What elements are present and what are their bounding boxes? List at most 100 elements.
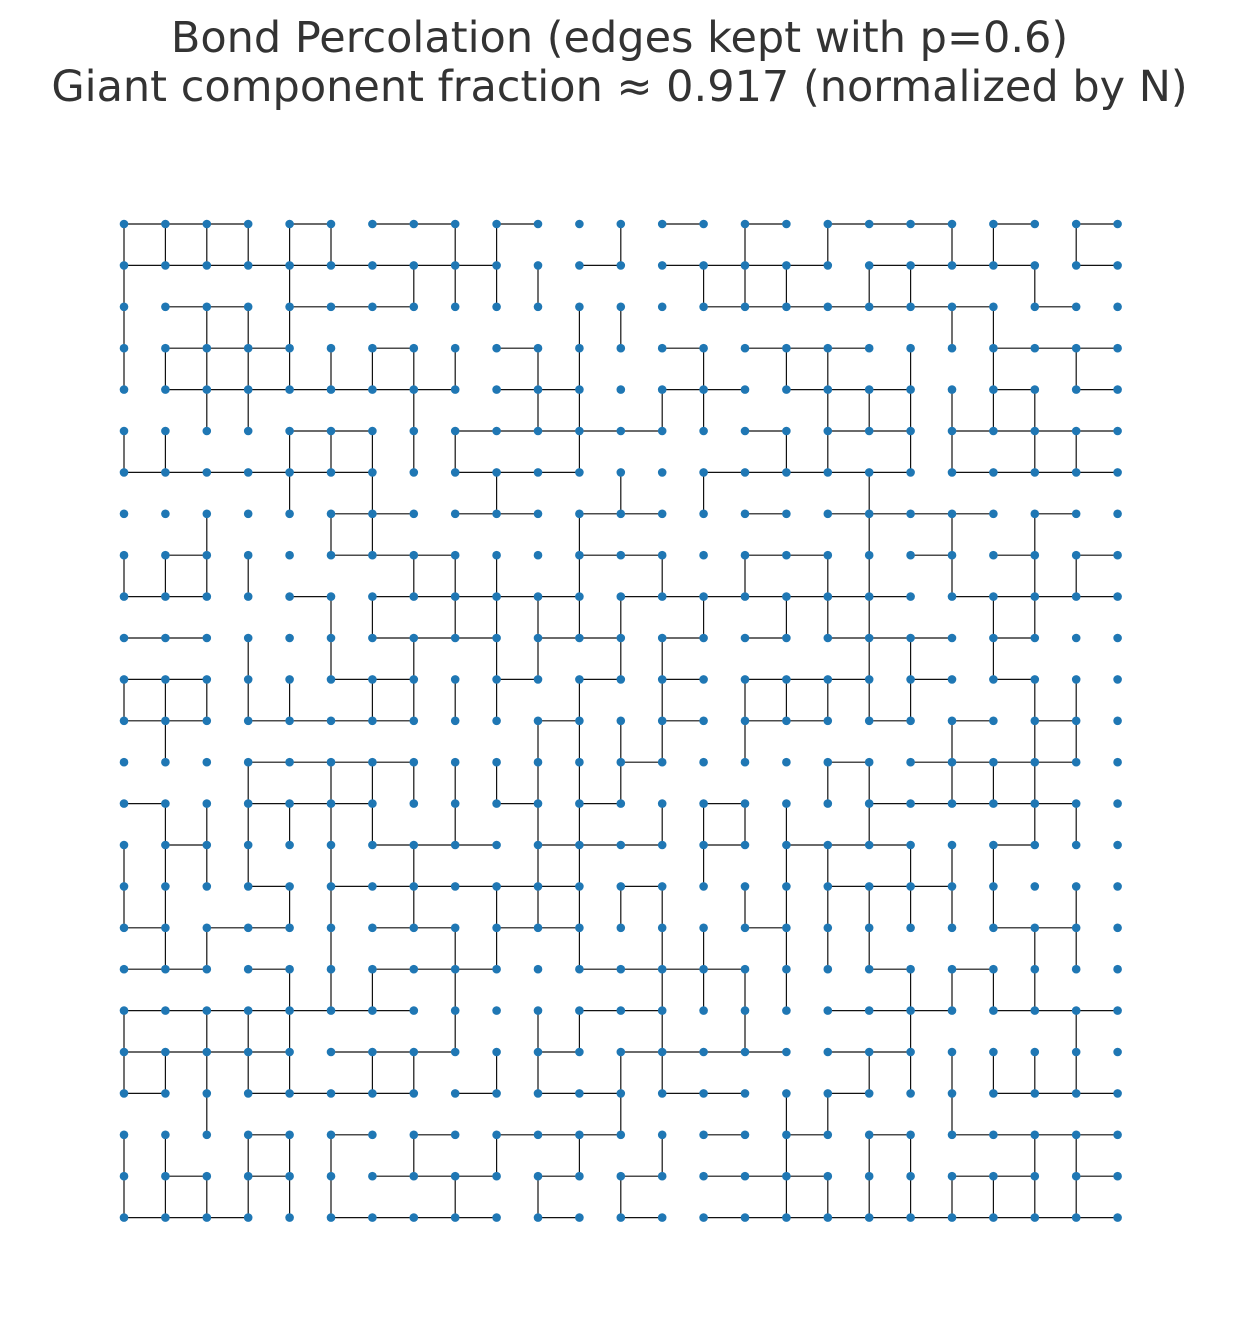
- node-11-4: [285, 675, 294, 684]
- node-0-15: [740, 219, 750, 229]
- node-22-5: [326, 1130, 336, 1140]
- node-14-18: [864, 799, 874, 808]
- node-22-15: [740, 1130, 750, 1140]
- node-4-8: [450, 385, 460, 394]
- node-8-24: [1113, 550, 1122, 560]
- node-0-21: [989, 219, 998, 229]
- node-1-3: [243, 261, 253, 270]
- node-20-9: [492, 1047, 501, 1057]
- node-6-14: [699, 468, 708, 477]
- node-15-15: [740, 840, 750, 850]
- node-19-23: [1071, 1006, 1081, 1015]
- node-17-16: [782, 923, 791, 933]
- node-11-11: [575, 675, 584, 684]
- node-5-7: [409, 426, 419, 436]
- node-7-11: [575, 509, 584, 519]
- node-17-24: [1113, 923, 1122, 933]
- node-18-17: [823, 964, 833, 974]
- node-5-21: [989, 426, 998, 436]
- node-23-7: [409, 1171, 419, 1181]
- node-23-16: [782, 1171, 791, 1181]
- node-23-5: [326, 1171, 336, 1181]
- node-3-7: [409, 343, 419, 353]
- node-15-3: [243, 840, 253, 850]
- node-12-16: [782, 716, 791, 726]
- node-19-16: [782, 1006, 791, 1015]
- node-16-17: [823, 882, 833, 891]
- node-1-22: [1030, 261, 1040, 270]
- node-12-4: [285, 716, 294, 726]
- node-2-4: [285, 302, 294, 312]
- node-10-7: [409, 633, 419, 643]
- node-6-22: [1030, 468, 1040, 477]
- node-7-12: [616, 509, 626, 519]
- node-3-21: [989, 343, 998, 353]
- node-19-17: [823, 1006, 833, 1015]
- node-16-11: [575, 882, 584, 891]
- node-14-15: [740, 799, 750, 808]
- node-22-4: [285, 1130, 294, 1140]
- node-12-3: [243, 716, 253, 726]
- node-15-2: [202, 840, 212, 850]
- node-16-0: [119, 882, 129, 891]
- node-4-24: [1113, 385, 1122, 394]
- node-4-21: [989, 385, 998, 394]
- node-8-3: [243, 550, 253, 560]
- node-23-21: [989, 1171, 998, 1181]
- node-22-9: [492, 1130, 501, 1140]
- node-5-2: [202, 426, 212, 436]
- node-19-24: [1113, 1006, 1122, 1015]
- node-17-23: [1071, 923, 1081, 933]
- node-9-22: [1030, 592, 1040, 601]
- node-3-13: [657, 343, 667, 353]
- node-4-16: [782, 385, 791, 394]
- node-4-19: [906, 385, 915, 394]
- node-22-11: [575, 1130, 584, 1140]
- node-17-2: [202, 923, 212, 933]
- node-2-6: [368, 302, 377, 312]
- node-23-3: [243, 1171, 253, 1181]
- node-0-18: [864, 219, 874, 229]
- node-16-7: [409, 882, 419, 891]
- node-3-12: [616, 343, 626, 353]
- node-7-21: [989, 509, 998, 519]
- node-6-23: [1071, 468, 1081, 477]
- node-24-2: [202, 1213, 212, 1222]
- node-4-1: [161, 385, 170, 394]
- node-4-0: [119, 385, 129, 394]
- node-20-6: [368, 1047, 377, 1057]
- node-21-23: [1071, 1089, 1081, 1098]
- node-4-20: [947, 385, 957, 394]
- node-21-18: [864, 1089, 874, 1098]
- node-11-3: [243, 675, 253, 684]
- node-15-8: [450, 840, 460, 850]
- node-22-20: [947, 1130, 957, 1140]
- node-15-24: [1113, 840, 1122, 850]
- node-15-10: [533, 840, 543, 850]
- node-24-3: [243, 1213, 253, 1222]
- node-10-2: [202, 633, 212, 643]
- node-15-12: [616, 840, 626, 850]
- node-13-18: [864, 757, 874, 767]
- node-17-7: [409, 923, 419, 933]
- node-21-17: [823, 1089, 833, 1098]
- node-11-20: [947, 675, 957, 684]
- node-10-24: [1113, 633, 1122, 643]
- node-8-11: [575, 550, 584, 560]
- node-22-17: [823, 1130, 833, 1140]
- node-11-12: [616, 675, 626, 684]
- node-1-13: [657, 261, 667, 270]
- node-21-16: [782, 1089, 791, 1098]
- node-15-9: [492, 840, 501, 850]
- node-18-23: [1071, 964, 1081, 974]
- node-1-18: [864, 261, 874, 270]
- node-16-8: [450, 882, 460, 891]
- node-23-13: [657, 1171, 667, 1181]
- node-21-3: [243, 1089, 253, 1098]
- node-11-6: [368, 675, 377, 684]
- node-10-0: [119, 633, 129, 643]
- node-8-9: [492, 550, 501, 560]
- node-1-11: [575, 261, 584, 270]
- node-18-6: [368, 964, 377, 974]
- node-17-18: [864, 923, 874, 933]
